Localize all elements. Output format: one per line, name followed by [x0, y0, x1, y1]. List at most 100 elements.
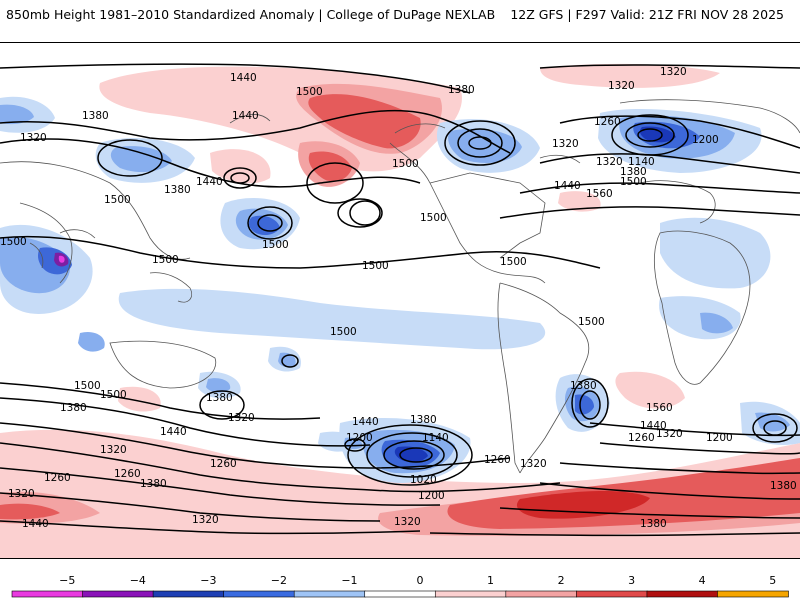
contour-ring [763, 420, 787, 436]
contour-line [559, 115, 800, 149]
contour-label: 1500 [620, 176, 647, 188]
contour-label: 1200 [706, 432, 733, 444]
contour-label: 1500 [104, 194, 131, 206]
contour-label: 1500 [0, 236, 27, 248]
contour-line [0, 138, 421, 188]
contour-label: 1500 [262, 239, 289, 251]
contour-ring [571, 378, 609, 428]
contour-label: 1380 [620, 166, 647, 178]
contour-label: 1500 [74, 380, 101, 392]
contour-line [0, 382, 321, 420]
anomaly-area [659, 296, 741, 340]
contour-label: 1500 [100, 389, 127, 401]
anomaly-area [558, 191, 601, 212]
legend-color-bars [11, 590, 789, 598]
coastline [19, 202, 73, 284]
anomaly-area [0, 104, 34, 125]
header-right-title: 12Z GFS | F297 Valid: 21Z FRI NOV 28 202… [510, 7, 784, 22]
legend-label: −2 [271, 574, 287, 587]
legend-color-bar [152, 590, 225, 598]
contour-ring [383, 440, 445, 470]
coastline [0, 161, 191, 260]
contour-label: 1380 [770, 480, 797, 492]
contour-label: 1380 [570, 380, 597, 392]
contour-label: 1140 [628, 156, 655, 168]
contour-label: 1020 [410, 474, 437, 486]
contour-label: 1500 [296, 86, 323, 98]
legend-labels: −5 −4 −3 −2 −1 0 1 2 3 4 5 [59, 574, 776, 587]
height-contours [0, 63, 800, 537]
anomaly-area [516, 490, 650, 519]
anomaly-area [58, 255, 65, 263]
contour-label: 1320 [20, 132, 47, 144]
legend-color-bar [364, 590, 437, 598]
contour-ring [281, 354, 299, 368]
contour-line [0, 235, 471, 269]
contour-ring [230, 172, 250, 184]
anomaly-area [540, 63, 720, 88]
contour-label: 1440 [196, 176, 223, 188]
contour-label: 1440 [554, 180, 581, 192]
contour-label: 1500 [500, 256, 527, 268]
contour-line [439, 117, 511, 154]
contour-ring [637, 128, 663, 142]
coastline [654, 230, 751, 385]
contour-line [599, 442, 800, 455]
legend-label: 5 [769, 574, 776, 587]
contour-label: 1380 [60, 402, 87, 414]
coastline [149, 272, 193, 303]
contour-line [0, 63, 471, 94]
contour-label: 1380 [410, 414, 437, 426]
legend-color-bar [576, 590, 648, 598]
contour-label: 1320 [192, 514, 219, 526]
contour-label: 1440 [352, 416, 379, 428]
contour-label: 1500 [362, 260, 389, 272]
contour-ring [579, 390, 601, 420]
anomaly-area [308, 151, 352, 182]
legend-color-bar [11, 590, 84, 598]
contour-ring [366, 432, 458, 478]
contour-line [539, 153, 800, 174]
contour-line [0, 109, 441, 141]
contour-label: 1380 [206, 392, 233, 404]
contour-line [559, 462, 800, 475]
coastline [639, 180, 716, 224]
contour-label: 1440 [640, 420, 667, 432]
contour-ring [247, 206, 293, 240]
contour-ring [625, 122, 675, 148]
contour-line [539, 64, 800, 69]
legend-label: −5 [59, 574, 75, 587]
contour-label: 1320 [596, 156, 623, 168]
contour-label: 1380 [82, 110, 109, 122]
contour-line [0, 467, 441, 506]
contour-ring [337, 198, 383, 228]
contour-label: 1380 [164, 184, 191, 196]
contour-ring [468, 136, 492, 150]
contour-line [519, 182, 800, 194]
legend-color-bar [293, 590, 366, 598]
coastline [499, 282, 590, 474]
coastline [389, 142, 546, 284]
coastline [619, 99, 800, 134]
contour-label: 1320 [552, 138, 579, 150]
contour-label: 1320 [8, 488, 35, 500]
legend-label: 3 [628, 574, 635, 587]
contour-label: 1200 [418, 490, 445, 502]
anomaly-area [118, 288, 546, 350]
anomaly-area [78, 331, 105, 352]
contour-label: 1260 [44, 472, 71, 484]
contour-label: 1200 [692, 134, 719, 146]
contour-label: 1560 [646, 402, 673, 414]
legend-color-bar [505, 590, 578, 598]
contour-label: 1440 [160, 426, 187, 438]
coastline [429, 172, 546, 259]
legend-label: 1 [487, 574, 494, 587]
coastline [539, 154, 581, 164]
anomaly-area [308, 94, 421, 149]
contour-label: 1440 [230, 72, 257, 84]
contour-ring [752, 413, 798, 443]
contour-line [0, 397, 371, 447]
legend-label: −3 [200, 574, 216, 587]
contour-label: 1260 [594, 116, 621, 128]
legend-color-bar [82, 590, 154, 598]
